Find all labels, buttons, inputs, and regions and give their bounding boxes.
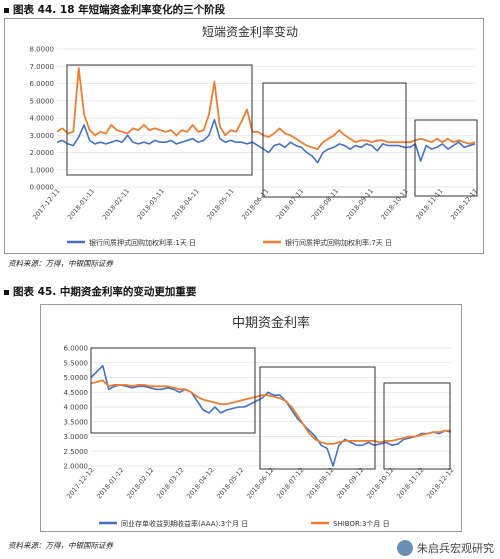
x-tick-label: 2018-05-11 xyxy=(205,187,235,221)
y-tick-label: 2.0000 xyxy=(64,463,89,471)
y-tick-label: 5.0000 xyxy=(64,374,89,382)
y-tick-label: 1.0000 xyxy=(30,166,55,174)
x-tick-label: 2018-07-11 xyxy=(275,187,305,221)
y-tick-label: 6.0000 xyxy=(30,80,55,88)
figure2-heading-text: 图表 45. 中期资金利率的变动更加重要 xyxy=(13,286,197,298)
y-tick-label: 2.0000 xyxy=(30,149,55,157)
x-tick-label: 2018-11-11 xyxy=(414,187,444,221)
y-tick-label: 3.0000 xyxy=(64,433,89,441)
chart2-svg: 中期资金利率 2.0000 2.5000 3.0000 3.5000 4.0000 4.50… xyxy=(64,315,456,528)
x-tick-label: 2018-12-11 xyxy=(449,187,479,221)
y-tick-label: 2.5000 xyxy=(64,448,89,456)
x-tick-label: 2018-10-11 xyxy=(379,187,409,221)
y-tick-label: 4.5000 xyxy=(64,389,89,397)
x-tick-label: 2018-03-12 xyxy=(155,466,185,500)
figure1-heading-text: 图表 44. 18 年短端资金利率变化的三个阶段 xyxy=(13,4,226,16)
x-tick-label: 2017-12-11 xyxy=(31,187,61,221)
chart-title: 短端资金利率变动 xyxy=(202,24,298,39)
x-tick-label: 2018-09-11 xyxy=(345,187,375,221)
x-tick-label: 2018-04-11 xyxy=(170,187,200,221)
phase-box xyxy=(66,64,253,176)
chart1-svg: 短端资金利率变动 0.0000 1.0000 2.0000 3.0000 4.0000 5.… xyxy=(30,24,480,247)
legend-label: 银行间质押式回购加权利率:7天 日 xyxy=(285,238,392,247)
y-tick-label: 0.0000 xyxy=(30,184,55,192)
x-tick-label: 2018-04-12 xyxy=(185,466,215,500)
legend-label: SHIBOR:3个月 日 xyxy=(333,520,390,528)
chart-title: 中期资金利率 xyxy=(232,315,310,331)
x-tick-label: 2018-01-11 xyxy=(66,187,96,221)
watermark: 朱启兵宏观研究 xyxy=(397,540,494,556)
x-tick-label: 2018-01-12 xyxy=(95,466,125,500)
x-tick-label: 2018-08-11 xyxy=(310,187,340,221)
series-line-blue xyxy=(90,364,452,467)
y-tick-label: 4.0000 xyxy=(64,404,89,412)
x-tick-label: 2018-12-12 xyxy=(425,466,455,500)
figure1-heading: 图表 44. 18 年短端资金利率变化的三个阶段 xyxy=(4,2,225,17)
x-tick-label: 2017-12-12 xyxy=(65,466,95,500)
x-tick-label: 2018-03-11 xyxy=(136,187,166,221)
y-tick-label: 3.0000 xyxy=(30,132,55,140)
x-tick-label: 2018-06-12 xyxy=(245,466,275,500)
x-tick-label: 2018-07-12 xyxy=(275,466,305,500)
legend-label: 同业存单收益到期收益率(AAA):3个月 日 xyxy=(121,519,248,528)
phase-box xyxy=(383,382,451,470)
x-tick-label: 2018-02-12 xyxy=(125,466,155,500)
y-tick-label: 4.0000 xyxy=(30,115,55,123)
chart2-frame: 中期资金利率 2.0000 2.5000 3.0000 3.5000 4.0000 4.50… xyxy=(40,304,462,532)
phase-box xyxy=(414,119,478,197)
figure1-source: 资料来源：万得，中银国际证券 xyxy=(8,259,113,268)
phase-box xyxy=(262,82,407,198)
y-tick-label: 5.5000 xyxy=(64,359,89,367)
bullet-square-icon xyxy=(4,289,9,295)
y-tick-label: 5.0000 xyxy=(30,97,55,105)
series-line-orange xyxy=(56,67,476,151)
y-tick-label: 8.0000 xyxy=(30,46,55,54)
phase-box xyxy=(90,347,256,434)
series-line-orange xyxy=(90,379,451,445)
bullet-square-icon xyxy=(4,7,9,13)
y-tick-label: 7.0000 xyxy=(30,63,55,71)
figure2-source: 资料来源：万得，中银国际证券 xyxy=(8,541,113,550)
wechat-logo-icon xyxy=(397,540,413,556)
watermark-text: 朱启兵宏观研究 xyxy=(417,542,494,555)
legend-label: 银行间质押式回购加权利率:1天 日 xyxy=(89,238,196,247)
x-tick-label: 2018-09-12 xyxy=(335,466,365,500)
x-tick-label: 2018-05-12 xyxy=(215,466,245,500)
x-tick-label: 2018-06-11 xyxy=(240,187,270,221)
x-tick-label: 2018-08-12 xyxy=(305,466,335,500)
chart1-frame: 短端资金利率变动 0.0000 1.0000 2.0000 3.0000 4.0000 5.… xyxy=(4,18,484,254)
x-tick-label: 2018-11-12 xyxy=(395,466,425,500)
y-tick-label: 6.0000 xyxy=(64,345,89,353)
x-tick-label: 2018-10-12 xyxy=(365,466,395,500)
x-tick-label: 2018-02-11 xyxy=(101,187,131,221)
figure2-heading: 图表 45. 中期资金利率的变动更加重要 xyxy=(4,284,196,299)
series-line-blue xyxy=(56,118,476,164)
phase-box xyxy=(259,366,376,470)
y-tick-label: 3.5000 xyxy=(64,418,89,426)
